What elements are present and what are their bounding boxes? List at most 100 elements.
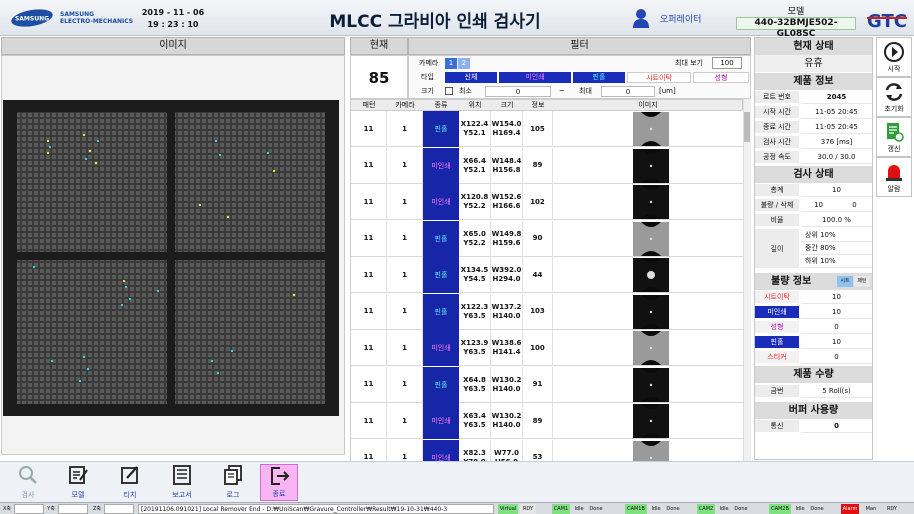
camera-status-1: CAM1 — [552, 504, 570, 514]
defect-thumbnail[interactable] — [633, 112, 669, 146]
table-row[interactable]: 11 1 미인쇄 X120.8 Y52.2 W152.6 H166.6 102 — [351, 184, 743, 220]
table-row[interactable]: 11 1 미인쇄 X63.4 Y63.5 W130.2 H140.0 89 — [351, 403, 743, 439]
cell-info: 91 — [523, 366, 553, 403]
defect-thumbnail[interactable] — [633, 440, 669, 461]
table-row[interactable]: 11 1 핀홀 X134.5 Y54.5 W392.0 H294.0 44 — [351, 257, 743, 293]
camera-idle: Idle — [795, 506, 805, 512]
grid-scrollbar-thumb[interactable] — [744, 112, 750, 142]
alarm-indicator: Alarm — [841, 504, 859, 514]
toolbar-report-button[interactable]: 보고서 — [162, 464, 202, 501]
defect-value: 10 — [801, 291, 872, 304]
col-type[interactable]: 종류 — [434, 101, 448, 109]
pos-y: Y70.0 — [463, 458, 485, 462]
defect-thumbnail[interactable] — [633, 294, 669, 329]
current-count: 85 — [350, 55, 408, 99]
defect-label: 스티커 — [755, 351, 799, 364]
table-row[interactable]: 11 1 핀홀 X122.3 Y63.5 W137.2 H140.0 103 — [351, 293, 743, 330]
size-w: W77.0 — [494, 448, 519, 457]
log-message: [20191106.091021] Local Remover End - D:… — [138, 504, 494, 514]
type-unprinted-toggle[interactable]: 미인쇄 — [499, 72, 571, 83]
type-forming-toggle[interactable]: 성형 — [693, 72, 749, 83]
depth-low: 하위 10% — [801, 255, 872, 268]
cell-position: X65.0 Y52.2 — [459, 220, 491, 257]
user-icon[interactable] — [632, 8, 650, 28]
camera-done: Done — [734, 506, 748, 512]
col-camera[interactable]: 카메라 — [395, 101, 415, 109]
app-header: SAMSUNG SAMSUNG ELECTRO-MECHANICS 2019 -… — [0, 0, 914, 39]
reset-button[interactable]: 초기화 — [876, 77, 912, 117]
max-input[interactable]: 0 — [601, 86, 655, 97]
table-row[interactable]: 11 1 미인쇄 X123.9 Y63.5 W138.6 H141.4 100 — [351, 330, 743, 366]
max-view-input[interactable]: 100 — [712, 57, 742, 69]
camera-2-toggle[interactable]: 2 — [458, 58, 470, 69]
toolbar-inspect-label: 검사 — [21, 491, 35, 499]
table-row[interactable]: 11 1 핀홀 X65.0 Y52.2 W149.8 H159.6 90 — [351, 220, 743, 257]
toolbar-inspect-button[interactable]: 검사 — [8, 464, 48, 501]
type-sheet-toggle[interactable]: 시트이탁 — [627, 72, 691, 83]
defect-thumbnail[interactable] — [633, 185, 669, 219]
col-position[interactable]: 위치 — [468, 101, 482, 109]
pos-y: Y54.5 — [463, 275, 486, 283]
cell-type-tag: 미인쇄 — [423, 184, 459, 220]
table-row[interactable]: 11 1 핀홀 X64.8 Y63.5 W130.2 H140.0 91 — [351, 366, 743, 403]
col-info[interactable]: 정보 — [531, 101, 545, 109]
alarm-button[interactable]: 알람 — [876, 157, 912, 197]
col-image[interactable]: 이미지 — [638, 101, 658, 109]
defect-thumbnail[interactable] — [633, 331, 669, 365]
unit-label: [um] — [659, 87, 676, 95]
cell-position: X123.9 Y63.5 — [459, 330, 491, 366]
size-h: H159.6 — [492, 238, 521, 247]
cell-camera: 1 — [387, 147, 423, 184]
toolbar-exit-button[interactable]: 종료 — [260, 464, 298, 501]
pos-y: Y52.1 — [463, 129, 486, 137]
toolbar-teach-button[interactable]: 티치 — [110, 464, 150, 501]
manual-indicator: Man — [865, 506, 877, 512]
z-axis-value — [104, 504, 134, 514]
size-h: H166.6 — [492, 202, 521, 210]
delete-value: 0 — [837, 199, 872, 212]
camera-status-4: CAM2B — [769, 504, 791, 514]
defect-thumbnail[interactable] — [633, 404, 669, 438]
samsung-logo-icon: SAMSUNG — [11, 9, 53, 27]
size-checkbox[interactable] — [445, 87, 453, 95]
table-row[interactable]: 11 1 핀홀 X122.4 Y52.1 W154.0 H169.4 105 — [351, 111, 743, 147]
buffer-title: 버퍼 사용량 — [755, 402, 872, 419]
start-label: 시작 — [887, 65, 901, 73]
operator-label[interactable]: 오퍼레이터 — [660, 15, 702, 25]
product-info-title: 제품 정보 — [755, 73, 872, 90]
cell-info: 90 — [523, 220, 553, 257]
toolbar-model-button[interactable]: 모델 — [58, 464, 98, 501]
qty-title: 제품 수량 — [755, 366, 872, 383]
size-h: H156.8 — [492, 165, 521, 174]
y-axis-value — [58, 504, 88, 514]
defect-thumbnail[interactable] — [633, 258, 669, 292]
col-size[interactable]: 크기 — [500, 101, 514, 109]
defect-thumbnail[interactable] — [633, 367, 669, 402]
cell-size: W148.4 H156.8 — [491, 147, 523, 184]
defect-thumbnail[interactable] — [633, 148, 669, 183]
table-row[interactable]: 11 1 미인쇄 X66.4 Y52.1 W148.4 H156.8 89 — [351, 147, 743, 184]
defect-tab-sheet[interactable]: 시트 — [837, 276, 853, 287]
update-button[interactable]: 갱신 — [876, 117, 912, 157]
cell-position: X122.3 Y63.5 — [459, 293, 491, 330]
size-w: W148.4 — [491, 156, 522, 165]
camera-1-toggle[interactable]: 1 — [445, 58, 457, 69]
product-label: 시작 시간 — [755, 106, 799, 119]
cell-pattern: 11 — [351, 293, 387, 330]
pencil-square-icon — [121, 466, 138, 484]
defect-grid[interactable]: 11 1 핀홀 X122.4 Y52.1 W154.0 H169.4 105 11 1 미인쇄 X66… — [350, 111, 743, 461]
defect-label: 시트이탁 — [755, 291, 799, 304]
min-input[interactable]: 0 — [485, 86, 551, 97]
inspection-sheet-image[interactable] — [3, 100, 339, 416]
max-label: 최대 — [579, 87, 592, 95]
col-pattern[interactable]: 패턴 — [362, 101, 376, 109]
type-pinhole-toggle[interactable]: 핀홀 — [573, 72, 625, 83]
defect-tab-pattern[interactable]: 패턴 — [854, 276, 870, 287]
toolbar-log-button[interactable]: 로그 — [213, 464, 253, 501]
cell-type-tag: 핀홀 — [423, 220, 459, 257]
defect-thumbnail[interactable] — [633, 221, 669, 256]
type-body-toggle[interactable]: 신체 — [445, 72, 497, 83]
start-button[interactable]: 시작 — [876, 37, 912, 77]
grid-scrollbar[interactable] — [743, 99, 751, 461]
